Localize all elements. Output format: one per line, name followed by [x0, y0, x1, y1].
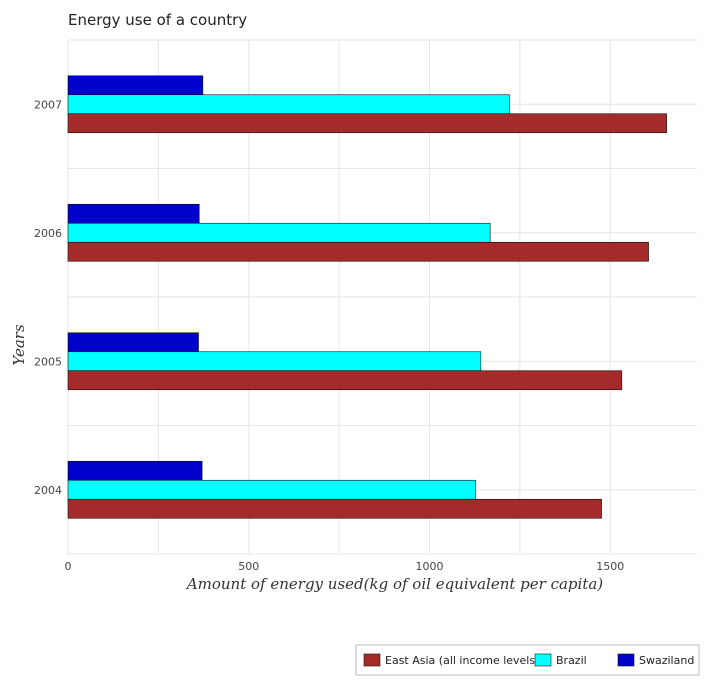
legend-label: Swaziland [639, 654, 694, 667]
bar-east-asia-all-income-levels--2006 [67, 241, 649, 262]
x-tick-label: 1000 [415, 560, 443, 573]
bar-swaziland-2005 [67, 332, 199, 353]
x-tick-label: 1500 [596, 560, 624, 573]
y-tick-label: 2005 [34, 355, 62, 368]
legend-swatch [617, 653, 635, 667]
bar-brazil-2007 [67, 94, 510, 115]
bar-brazil-2005 [67, 351, 482, 372]
bar-brazil-2004 [67, 479, 477, 500]
legend-swatch [534, 653, 552, 667]
bar-swaziland-2004 [67, 460, 203, 481]
y-axis-label: Years [10, 324, 28, 366]
y-tick-label: 2006 [34, 227, 62, 240]
legend-box [355, 644, 700, 676]
bar-east-asia-all-income-levels--2007 [67, 113, 667, 134]
chart-title: Energy use of a country [68, 11, 247, 29]
bar-swaziland-2006 [67, 203, 200, 224]
y-tick-labels: 2004 2005 2006 2007 [34, 98, 62, 497]
legend-swatch [363, 653, 381, 667]
y-tick-label: 2004 [34, 484, 62, 497]
x-tick-label: 0 [65, 560, 72, 573]
x-tick-labels: 0 500 1000 1500 [65, 560, 625, 573]
y-tick-label: 2007 [34, 98, 62, 111]
bar-brazil-2006 [67, 222, 491, 243]
bars-group [67, 75, 667, 519]
bar-east-asia-all-income-levels--2005 [67, 370, 623, 391]
x-tick-label: 500 [238, 560, 259, 573]
legend: East Asia (all income levels) Brazil Swazi… [355, 644, 700, 676]
legend-label: East Asia (all income levels) [385, 654, 539, 667]
bar-swaziland-2007 [67, 75, 204, 96]
x-axis-label: Amount of energy used(kg of oil equivale… [185, 575, 603, 593]
legend-label: Brazil [556, 654, 587, 667]
bar-east-asia-all-income-levels--2004 [67, 498, 602, 519]
